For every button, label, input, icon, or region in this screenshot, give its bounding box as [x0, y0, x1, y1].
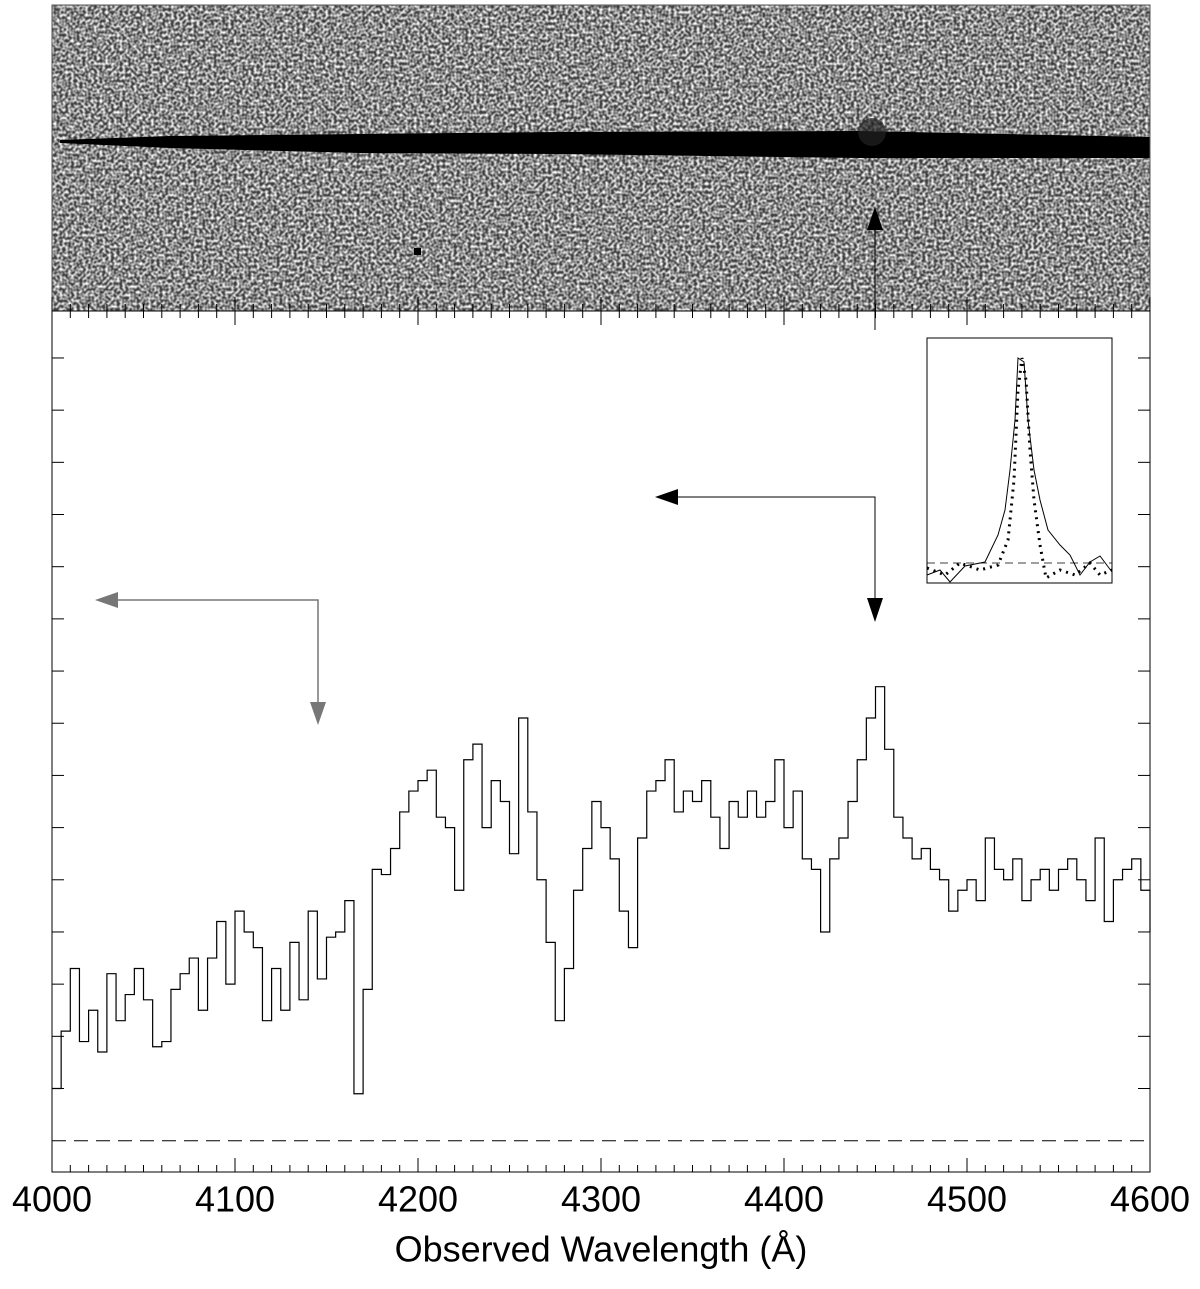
spectrum-image [52, 5, 1150, 311]
x-axis-label: Observed Wavelength (Å) [395, 1229, 808, 1270]
x-tick-label: 4400 [744, 1179, 824, 1220]
inset [926, 337, 1113, 584]
x-tick-label: 4300 [561, 1179, 641, 1220]
axis-ticks [51, 297, 1151, 1172]
x-tick-label: 4200 [378, 1179, 458, 1220]
x-tick-label: 4600 [1110, 1179, 1190, 1220]
spectrum-line [52, 686, 1151, 1095]
x-tick-label: 4100 [195, 1179, 275, 1220]
arrows [95, 207, 883, 725]
x-tick-label: 4000 [12, 1179, 92, 1220]
x-tick-label: 4500 [927, 1179, 1007, 1220]
